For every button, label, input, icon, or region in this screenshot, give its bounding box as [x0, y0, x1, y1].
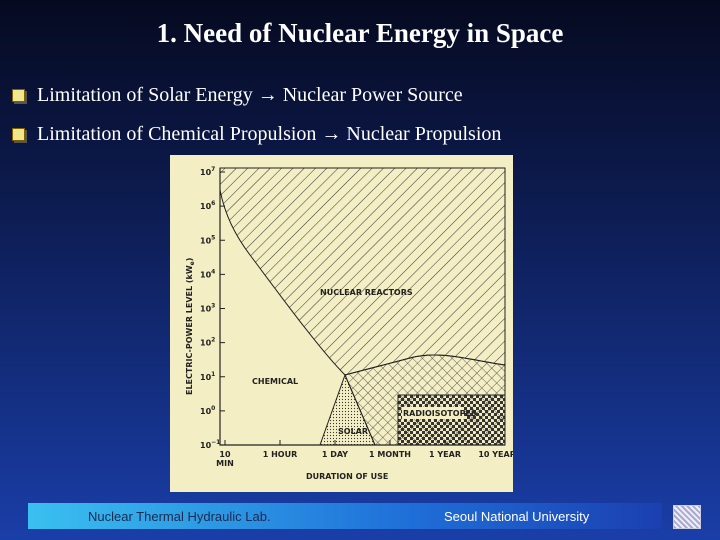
x-tick-line: 10 YEARS [478, 450, 513, 459]
x-tick-line: 1 DAY [322, 450, 348, 459]
x-tick-line: MIN [216, 459, 234, 468]
x-tick-label: 10 MIN [216, 450, 234, 468]
bullet-text: Limitation of Chemical Propulsion → Nucl… [37, 123, 502, 145]
slide-title: 1. Need of Nuclear Energy in Space [156, 18, 564, 48]
y-tick-base: 10 [200, 407, 212, 416]
logo-icon [673, 505, 701, 529]
y-tick-exponent: 6 [211, 200, 215, 207]
y-tick-label: 105 [200, 234, 215, 245]
y-tick-exponent: −1 [211, 439, 220, 446]
y-tick-base: 10 [200, 202, 212, 211]
y-tick-exponent: 1 [211, 371, 215, 378]
y-tick-exponent: 7 [211, 166, 215, 173]
x-tick-line: 1 YEAR [429, 450, 461, 459]
x-tick-line: 1 HOUR [263, 450, 298, 459]
region-label: SOLAR [338, 427, 368, 436]
y-tick-base: 10 [200, 305, 212, 314]
bullet: Limitation of Chemical Propulsion → Nucl… [12, 123, 501, 146]
footer: Nuclear Thermal Hydraulic Lab. Seoul Nat… [28, 503, 662, 529]
figure: NUCLEAR REACTORS CHEMICAL SOLAR RADIOISO… [170, 155, 513, 492]
x-tick-label: 10 YEARS [478, 450, 513, 459]
radioisotope-box [397, 394, 506, 446]
y-tick-exponent: 4 [211, 268, 215, 275]
y-tick-label: 107 [200, 166, 215, 177]
x-axis-label: DURATION OF USE [306, 472, 388, 481]
y-tick-label: 103 [200, 303, 215, 314]
label-background [402, 407, 464, 419]
y-tick-base: 10 [200, 270, 212, 279]
y-tick-label: 10−1 [200, 439, 220, 450]
y-tick-exponent: 5 [211, 234, 215, 241]
y-tick-exponent: 0 [211, 405, 215, 412]
footer-left: Nuclear Thermal Hydraulic Lab. [88, 509, 271, 524]
y-tick-base: 10 [200, 373, 212, 382]
y-tick-base: 10 [200, 168, 212, 177]
y-tick-base: 10 [200, 339, 212, 348]
x-tick-label: 1 DAY [322, 450, 348, 459]
y-tick-label: 101 [200, 371, 215, 382]
region-label: CHEMICAL [252, 377, 298, 386]
y-tick-base: 10 [200, 441, 212, 450]
y-axis-label-text: ELECTRIC-POWER LEVEL (kW [185, 265, 194, 395]
y-axis-label: ELECTRIC-POWER LEVEL (kWe) [185, 258, 196, 395]
bullet: Limitation of Solar Energy → Nuclear Pow… [12, 84, 463, 107]
y-tick-exponent: 3 [211, 303, 215, 310]
x-tick-label: 1 HOUR [263, 450, 298, 459]
region-label: NUCLEAR REACTORS [320, 288, 413, 297]
y-tick-label: 102 [200, 337, 215, 348]
y-tick-label: 106 [200, 200, 215, 211]
bullet-text: Limitation of Solar Energy → Nuclear Pow… [37, 84, 463, 106]
x-tick-line: 10 [219, 450, 231, 459]
x-tick-label: 1 MONTH [369, 450, 411, 459]
y-tick-base: 10 [200, 236, 212, 245]
footer-right: Seoul National University [444, 509, 590, 524]
x-tick-label: 1 YEAR [429, 450, 461, 459]
y-tick-exponent: 2 [211, 337, 215, 344]
region-label: RADIOISOTOPES [403, 409, 477, 418]
y-axis-label-end: ) [185, 258, 194, 262]
y-axis-label-sub: e [189, 261, 196, 265]
y-tick-label: 104 [200, 268, 215, 279]
x-tick-line: 1 MONTH [369, 450, 411, 459]
y-tick-label: 100 [200, 405, 215, 416]
